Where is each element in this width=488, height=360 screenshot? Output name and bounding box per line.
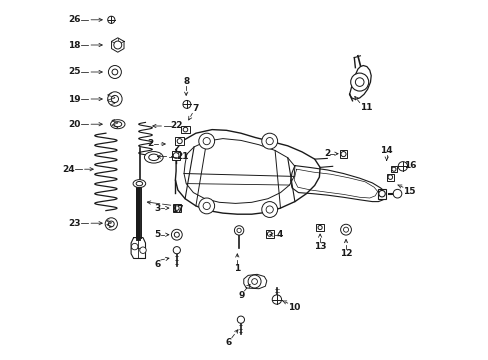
Circle shape [131, 243, 138, 250]
Circle shape [343, 227, 348, 232]
Ellipse shape [114, 122, 122, 127]
Circle shape [355, 78, 363, 86]
Circle shape [199, 198, 214, 214]
Text: 6: 6 [154, 260, 161, 269]
Circle shape [108, 221, 114, 227]
Circle shape [392, 189, 401, 198]
Circle shape [261, 202, 277, 217]
Text: 5: 5 [154, 230, 161, 239]
Ellipse shape [148, 154, 159, 161]
Circle shape [173, 153, 179, 158]
Circle shape [261, 133, 277, 149]
Bar [172, 204, 181, 212]
Text: 23: 23 [68, 219, 81, 228]
Circle shape [107, 92, 122, 106]
Circle shape [391, 167, 395, 171]
Circle shape [251, 279, 257, 284]
Text: 26: 26 [68, 15, 81, 24]
Text: 24: 24 [62, 165, 75, 174]
Circle shape [340, 152, 346, 157]
Circle shape [387, 175, 392, 179]
Text: 25: 25 [68, 68, 81, 77]
Text: 14: 14 [380, 146, 392, 155]
Text: 12: 12 [339, 249, 351, 258]
Circle shape [171, 229, 182, 240]
Circle shape [237, 316, 244, 323]
Circle shape [378, 190, 385, 197]
Text: 2: 2 [323, 149, 329, 158]
Circle shape [173, 247, 180, 254]
Text: 20: 20 [68, 120, 81, 129]
Text: 10: 10 [287, 303, 300, 312]
Text: 7: 7 [192, 104, 198, 113]
Circle shape [203, 202, 210, 210]
Circle shape [140, 247, 146, 253]
Text: 16: 16 [403, 161, 415, 170]
Circle shape [340, 224, 351, 235]
Text: 3: 3 [154, 204, 161, 212]
Bar [175, 137, 184, 145]
Bar [316, 224, 323, 231]
Circle shape [183, 100, 190, 108]
Text: 2: 2 [147, 139, 153, 148]
Circle shape [114, 41, 122, 49]
Ellipse shape [136, 181, 142, 186]
Ellipse shape [110, 120, 125, 129]
Circle shape [108, 66, 121, 78]
Circle shape [247, 275, 261, 288]
Text: 9: 9 [238, 291, 244, 300]
Circle shape [111, 95, 118, 103]
Circle shape [265, 206, 273, 213]
Text: 6: 6 [225, 338, 231, 347]
Circle shape [199, 133, 214, 149]
Text: 13: 13 [313, 242, 325, 251]
Text: 22: 22 [170, 122, 183, 130]
Text: 19: 19 [68, 94, 81, 104]
Ellipse shape [144, 152, 163, 163]
Text: 8: 8 [183, 77, 189, 86]
Bar [390, 166, 396, 172]
Circle shape [397, 162, 407, 171]
Text: 1: 1 [234, 264, 240, 273]
Text: 11: 11 [359, 103, 371, 112]
Circle shape [177, 139, 182, 144]
Circle shape [112, 69, 118, 75]
Bar [339, 150, 346, 158]
Circle shape [203, 138, 210, 145]
Text: 15: 15 [402, 187, 414, 196]
Text: 4: 4 [276, 230, 283, 239]
Bar [377, 189, 385, 199]
Bar [265, 230, 273, 238]
Circle shape [107, 16, 115, 23]
Bar [181, 126, 189, 133]
Ellipse shape [133, 180, 145, 188]
Circle shape [265, 138, 273, 145]
Text: 21: 21 [176, 152, 188, 161]
Circle shape [234, 226, 244, 235]
Bar [386, 174, 393, 181]
Circle shape [350, 73, 368, 91]
Circle shape [272, 295, 281, 304]
Circle shape [267, 232, 271, 236]
Circle shape [174, 232, 179, 237]
Circle shape [237, 228, 241, 233]
Circle shape [317, 225, 322, 230]
Text: 18: 18 [68, 40, 81, 49]
Bar [172, 151, 179, 160]
Circle shape [105, 218, 117, 230]
Circle shape [183, 127, 187, 132]
Text: 17: 17 [170, 205, 183, 214]
Circle shape [174, 206, 179, 210]
